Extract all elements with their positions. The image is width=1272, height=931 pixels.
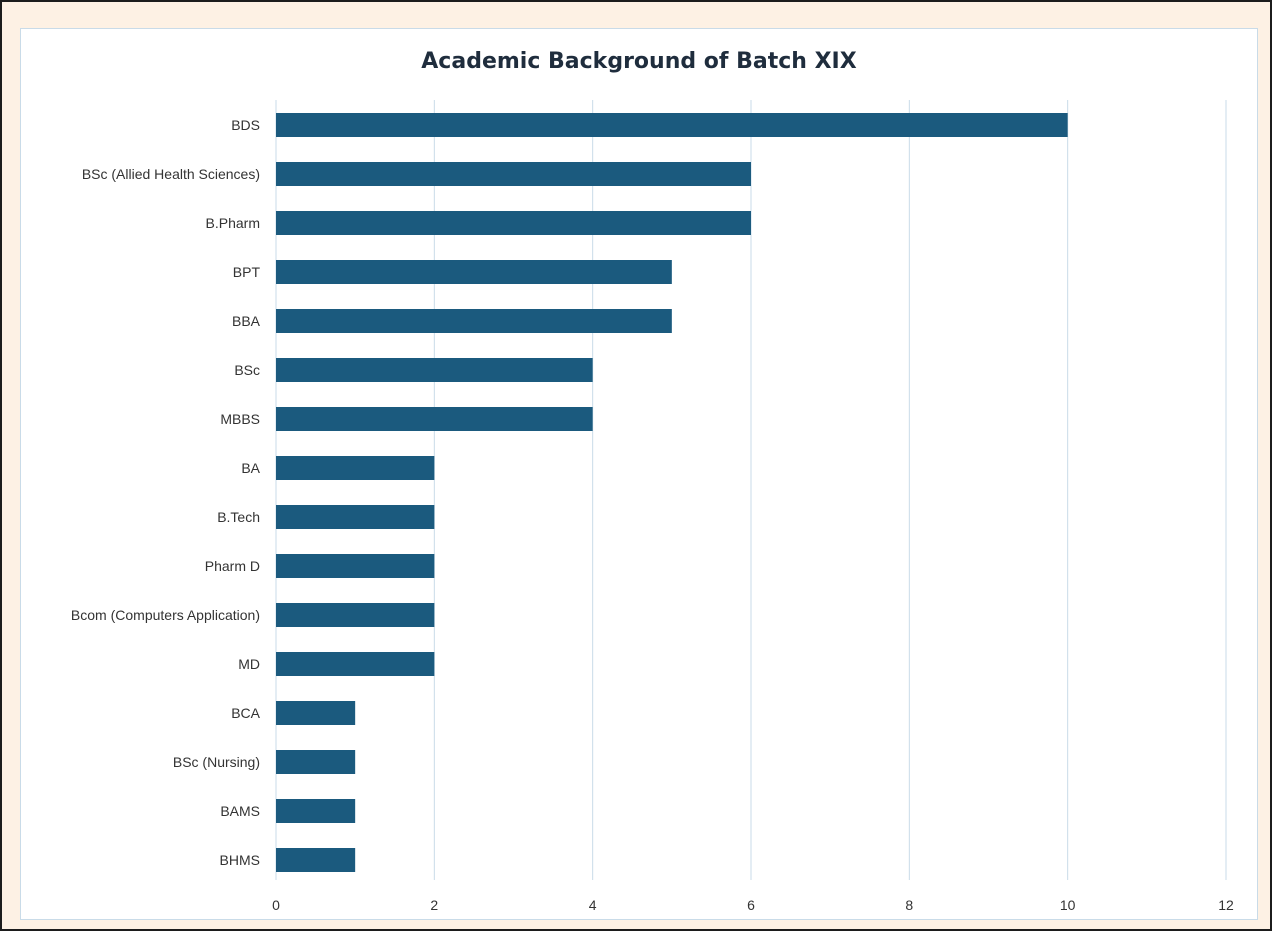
bar (276, 848, 356, 872)
x-tick-label: 0 (272, 897, 280, 913)
bar (276, 701, 356, 725)
x-tick-label: 8 (905, 897, 913, 913)
category-label: MBBS (220, 411, 260, 427)
bar (276, 799, 356, 823)
bar (276, 260, 672, 284)
bar (276, 407, 593, 431)
bar (276, 652, 435, 676)
category-label: BBA (232, 313, 261, 329)
x-tick-label: 6 (747, 897, 755, 913)
category-label: Bcom (Computers Application) (71, 607, 260, 623)
chart-title: Academic Background of Batch XIX (421, 49, 857, 74)
category-label: Pharm D (205, 558, 260, 574)
bar (276, 603, 435, 627)
x-tick-label: 12 (1218, 897, 1234, 913)
bar (276, 554, 435, 578)
category-label: BSc (Allied Health Sciences) (82, 166, 260, 182)
category-label: BPT (233, 264, 261, 280)
bar (276, 309, 672, 333)
x-tick-label: 10 (1060, 897, 1076, 913)
bar (276, 358, 593, 382)
category-label: BCA (231, 705, 260, 721)
bar (276, 162, 751, 186)
category-label: MD (238, 656, 260, 672)
x-tick-label: 2 (430, 897, 438, 913)
category-label: BSc (Nursing) (173, 754, 260, 770)
bar (276, 505, 435, 529)
category-label: BSc (234, 362, 260, 378)
category-label: BDS (231, 117, 260, 133)
category-label: BAMS (220, 803, 260, 819)
category-label: BHMS (220, 852, 260, 868)
bar (276, 211, 751, 235)
bar (276, 113, 1068, 137)
bar (276, 456, 435, 480)
bar (276, 750, 356, 774)
category-label: BA (241, 460, 260, 476)
category-label: B.Pharm (206, 215, 260, 231)
x-tick-label: 4 (589, 897, 597, 913)
category-label: B.Tech (217, 509, 260, 525)
